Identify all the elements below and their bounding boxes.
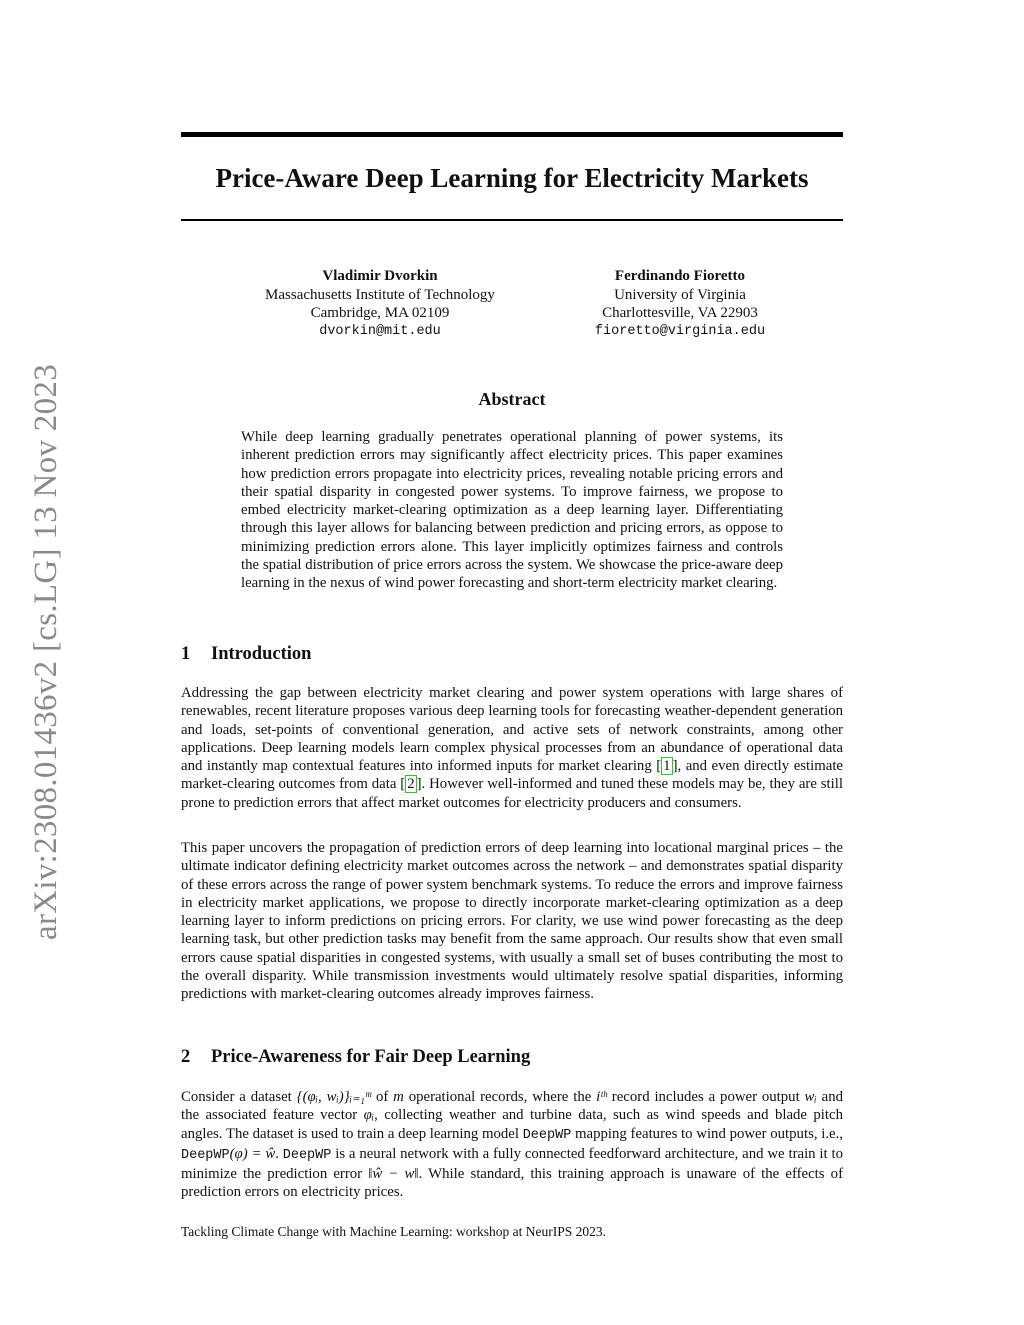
text: Addressing the gap between electricity m… <box>181 685 843 775</box>
math: ‖ŵ − w‖ <box>368 1166 419 1183</box>
text: ], and even directly estimate market-cle… <box>181 758 843 793</box>
author-email[interactable]: fioretto@virginia.edu <box>594 323 766 339</box>
code: DeepWP <box>282 1147 332 1163</box>
text: Consider a dataset <box>181 1089 297 1105</box>
math: (φ) = ŵ <box>229 1145 276 1162</box>
citation-link[interactable]: 2 <box>405 775 417 794</box>
section-number: 2 <box>181 1047 191 1067</box>
text: . <box>275 1145 283 1162</box>
text: mapping features to wind power outputs, … <box>571 1125 844 1142</box>
text: , collecting weather and turbine data, s… <box>181 1107 843 1142</box>
text: ]. However well-informed and tuned these… <box>181 776 843 811</box>
author-affiliation: Massachusetts Institute of Technology <box>265 286 495 303</box>
author-email[interactable]: dvorkin@mit.edu <box>319 323 441 339</box>
abstract-heading: Abstract <box>478 389 546 409</box>
section-heading: 1 Introduction <box>181 644 311 665</box>
author-name: Ferdinando Fioretto <box>614 268 746 284</box>
text: of <box>371 1089 394 1105</box>
intro-paragraph-1: Addressing the gap between electricity m… <box>181 684 843 812</box>
math: wᵢ <box>804 1089 817 1105</box>
text: operational records, where the <box>403 1089 597 1105</box>
title-bottom-rule <box>181 219 843 221</box>
math: {(φᵢ, wᵢ)}ᵢ₌₁ᵐ <box>296 1089 372 1105</box>
text: . While standard, this training approach… <box>181 1166 844 1201</box>
intro-paragraph-2: This paper uncovers the propagation of p… <box>181 840 843 1003</box>
author-location: Cambridge, MA 02109 <box>310 305 450 321</box>
code: DeepWP <box>181 1147 230 1163</box>
author-name: Vladimir Dvorkin <box>322 268 438 284</box>
abstract-text: While deep learning gradually penetrates… <box>241 429 783 592</box>
section2-paragraph: Consider a dataset {(φᵢ, wᵢ)}ᵢ₌₁ᵐ of m o… <box>181 1088 843 1202</box>
section-title: Introduction <box>211 644 312 664</box>
text: and the associated feature vector <box>181 1089 843 1124</box>
code: DeepWP <box>522 1127 572 1143</box>
author-affiliation: University of Virginia <box>614 286 746 303</box>
text: is a neural network with a fully connect… <box>181 1145 843 1183</box>
math: φᵢ <box>363 1107 375 1124</box>
section-title: Price-Awareness for Fair Deep Learning <box>211 1047 531 1067</box>
author-block: Ferdinando Fioretto University of Virgin… <box>560 267 800 341</box>
text: record includes a power output <box>606 1089 805 1105</box>
section-number: 1 <box>181 644 191 664</box>
citation-link[interactable]: 1 <box>661 757 673 776</box>
author-location: Charlottesville, VA 22903 <box>602 305 758 321</box>
author-block: Vladimir Dvorkin Massachusetts Institute… <box>230 267 530 341</box>
math: m <box>393 1089 404 1105</box>
math: iᵗʰ <box>596 1089 607 1105</box>
arxiv-stamp: arXiv:2308.01436v2 [cs.LG] 13 Nov 2023 <box>28 364 64 940</box>
title-top-rule <box>181 132 843 137</box>
footer-note: Tackling Climate Change with Machine Lea… <box>181 1224 606 1239</box>
paper-title: Price-Aware Deep Learning for Electricit… <box>215 163 809 193</box>
section-heading: 2 Price-Awareness for Fair Deep Learning <box>181 1047 530 1068</box>
